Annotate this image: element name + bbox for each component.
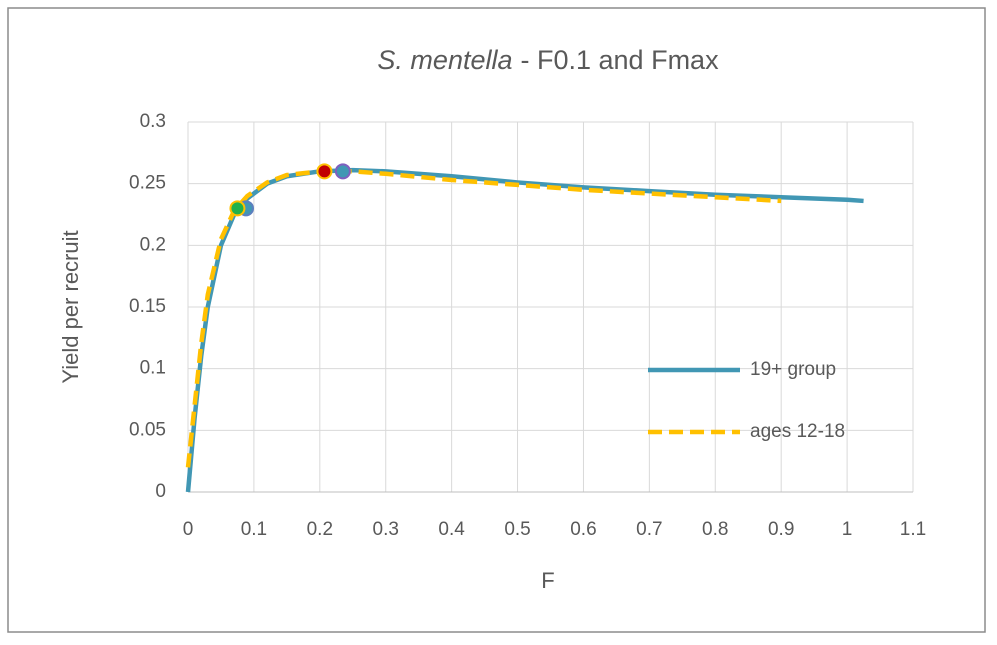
title-rest: - F0.1 and Fmax — [521, 45, 720, 75]
x-tick-label: 0.9 — [768, 519, 794, 540]
y-tick-label: 0.05 — [129, 419, 166, 440]
y-tick-label: 0 — [155, 481, 166, 502]
x-axis-label: F — [541, 568, 554, 593]
x-tick-label: 1.1 — [900, 519, 926, 540]
reference-point — [334, 163, 351, 180]
y-tick-label: 0.25 — [129, 173, 166, 194]
y-tick-label: 0.3 — [140, 111, 166, 132]
reference-point — [316, 163, 333, 180]
x-tick-label: 0.2 — [307, 519, 333, 540]
y-tick-label: 0.1 — [140, 358, 166, 379]
x-tick-label: 0.4 — [438, 519, 465, 540]
y-axis-label: Yield per recruit — [58, 230, 83, 383]
chart-border — [7, 7, 986, 633]
x-tick-label: 0.6 — [570, 519, 596, 540]
y-tick-label: 0.15 — [129, 296, 166, 317]
x-tick-label: 1 — [842, 519, 853, 540]
x-tick-label: 0 — [183, 519, 194, 540]
title-italic: S. mentella — [377, 45, 512, 75]
y-tick-label: 0.2 — [140, 234, 166, 255]
legend-label: 19+ group — [750, 359, 836, 380]
chart-title: S. mentella - F0.1 and Fmax — [377, 45, 719, 75]
x-tick-label: 0.5 — [504, 519, 530, 540]
series-line — [185, 169, 782, 468]
x-tick-label: 0.3 — [373, 519, 399, 540]
x-tick-label: 0.7 — [636, 519, 662, 540]
x-tick-label: 0.1 — [241, 519, 267, 540]
reference-point — [229, 200, 246, 217]
x-tick-label: 0.8 — [702, 519, 728, 540]
legend-label: ages 12-18 — [750, 421, 845, 442]
